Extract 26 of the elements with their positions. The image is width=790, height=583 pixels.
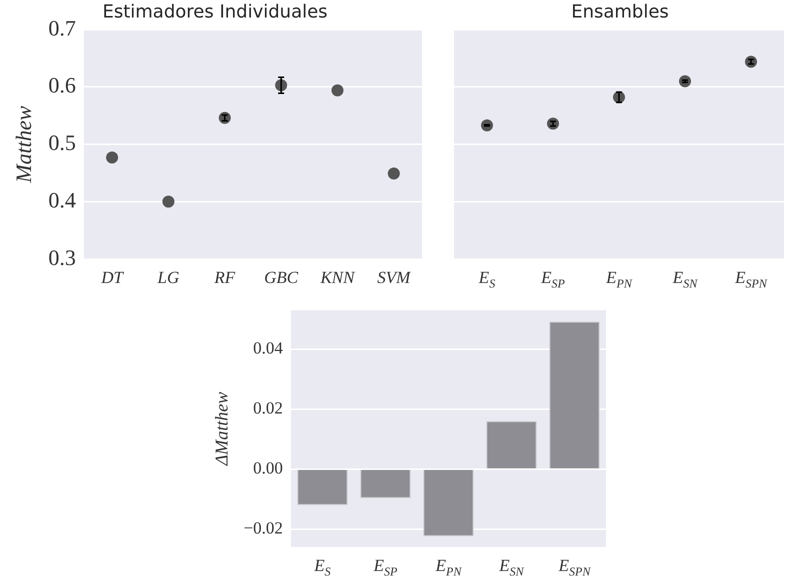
y-tick-label: 0.6 (48, 72, 76, 98)
y-tick-label: 0.02 (253, 398, 283, 418)
x-tick-label: KNN (319, 268, 356, 287)
point (547, 118, 559, 130)
x-tick-label: DT (100, 268, 124, 287)
x-tick-label: SVM (377, 268, 412, 287)
y-tick-label: −0.02 (244, 518, 283, 538)
point (106, 151, 118, 164)
y-axis-title: ΔMatthew (212, 392, 232, 466)
y-axis-title: Matthew (10, 105, 36, 184)
point (331, 84, 344, 96)
point (162, 196, 174, 208)
x-tick-label: GBC (264, 268, 299, 287)
y-tick-label: 0.04 (253, 338, 284, 358)
y-tick-label: 0.00 (253, 458, 283, 478)
chart-title: Ensambles (571, 1, 669, 22)
point (388, 168, 400, 180)
point (745, 56, 757, 68)
y-tick-label: 0.7 (48, 15, 76, 40)
point (218, 112, 231, 124)
y-tick-label: 0.3 (48, 244, 76, 270)
y-tick-label: 0.4 (48, 187, 76, 212)
x-tick-label: LG (156, 268, 180, 287)
y-tick-label: 0.5 (48, 130, 76, 156)
chart-title: Estimadores Individuales (102, 1, 328, 22)
x-tick-label: RF (213, 268, 236, 287)
